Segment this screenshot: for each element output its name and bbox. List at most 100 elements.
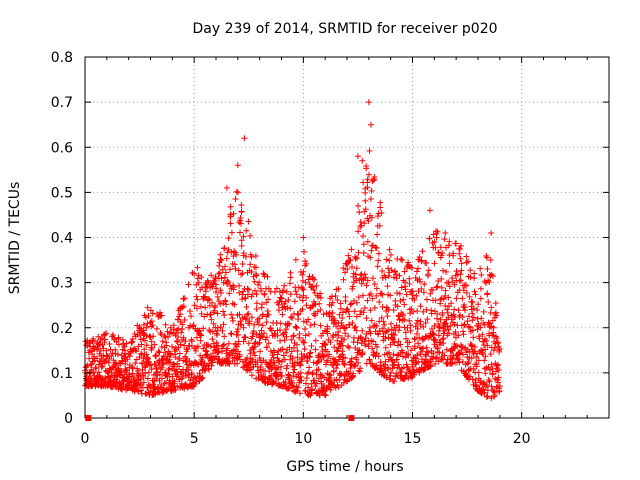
data-point [283,365,290,372]
data-point [386,349,393,356]
data-point [408,288,415,295]
data-point [364,184,371,191]
data-point [144,354,151,361]
data-point [301,339,308,346]
data-point [250,328,257,335]
data-point [369,275,376,282]
data-point [254,316,261,323]
data-point [312,301,319,308]
data-point [447,322,454,329]
data-point [390,336,397,343]
data-point [312,337,319,344]
data-point [292,323,299,330]
data-point [247,261,254,268]
x-tick-label: 20 [513,431,531,447]
data-point [103,330,110,337]
data-point [382,344,389,351]
y-tick-label: 0.8 [51,50,73,66]
data-point [422,320,429,327]
data-point [467,267,474,274]
data-point [175,344,182,351]
data-point [225,340,232,347]
x-tick-label: 15 [404,431,422,447]
data-point [355,360,362,367]
data-point [352,271,359,278]
data-point [281,356,288,363]
data-point [302,257,309,264]
data-point [424,316,431,323]
data-point [357,365,364,372]
data-point [361,271,368,278]
data-point [276,288,283,295]
data-point [430,330,437,337]
data-point [252,253,259,260]
data-point [306,353,313,360]
data-point [362,274,369,281]
data-point [209,283,216,290]
data-point [489,273,496,280]
data-point [441,236,448,243]
data-point [228,311,235,318]
data-point [296,390,303,397]
data-point [446,283,453,290]
data-point [434,310,441,317]
data-point [297,361,304,368]
data-point [300,268,307,275]
data-point [383,328,390,335]
data-point [341,336,348,343]
gap-marker [85,415,92,421]
data-point [493,335,500,342]
data-point [171,378,178,385]
data-point [486,279,493,286]
data-point [242,295,249,302]
data-point [303,294,310,301]
data-point [153,353,160,360]
data-point [219,266,226,273]
data-point [308,386,315,393]
data-point [281,337,288,344]
data-point [281,282,288,289]
data-point [283,349,290,356]
data-point [310,286,317,293]
data-point [408,357,415,364]
data-point [481,357,488,364]
data-point [355,294,362,301]
data-point [225,235,232,242]
data-point [205,296,212,303]
data-point [109,331,116,338]
data-point [239,261,246,268]
data-point [481,380,488,387]
data-point [328,293,335,300]
data-point [367,330,374,337]
data-point [409,363,416,370]
data-point [317,290,324,297]
data-point [341,361,348,368]
data-point [477,295,484,302]
data-point [262,374,269,381]
data-point [188,338,195,345]
data-point [372,244,379,251]
data-point [385,272,392,279]
data-point [101,339,108,346]
data-point [214,310,221,317]
data-point [402,335,409,342]
data-point [468,298,475,305]
data-point [367,254,374,261]
data-point [458,267,465,274]
data-point [394,352,401,359]
data-point [193,334,200,341]
data-point [233,188,240,195]
data-point [362,206,369,213]
data-point [476,335,483,342]
data-point [351,363,358,370]
data-point [333,323,340,330]
data-point [153,376,160,383]
data-point [285,297,292,304]
data-point [329,309,336,316]
data-point [135,367,142,374]
data-point [263,319,270,326]
data-point [263,334,270,341]
data-point [239,291,246,298]
data-point [245,286,252,293]
